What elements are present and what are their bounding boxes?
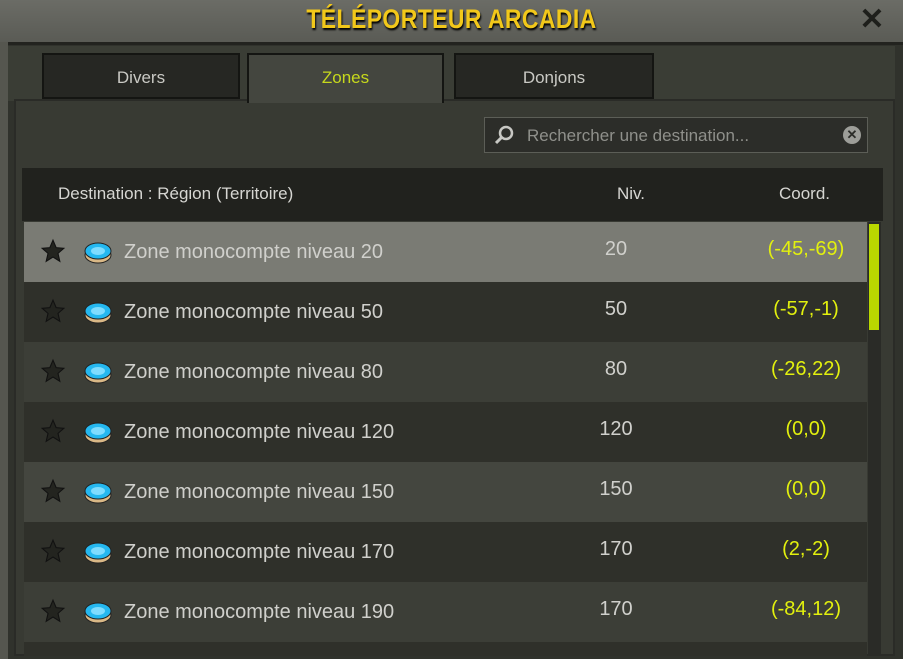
star-icon[interactable] xyxy=(40,298,66,324)
tab-zones[interactable]: Zones xyxy=(247,53,444,103)
search-input[interactable] xyxy=(525,118,839,154)
destination-level: 120 xyxy=(599,418,633,440)
table-row[interactable]: Zone monocompte niveau 150 150 (0,0) xyxy=(24,462,867,522)
title-bar: TÉLÉPORTEUR ARCADIA ✕ xyxy=(0,0,903,42)
table-row[interactable]: Zone monocompte niveau 190 170 (-84,12) xyxy=(24,582,867,642)
tab-donjons[interactable]: Donjons xyxy=(454,53,654,99)
header-coord[interactable]: Coord. xyxy=(779,184,831,203)
tab-divers[interactable]: Divers xyxy=(42,53,240,99)
star-icon[interactable] xyxy=(40,598,66,624)
scrollbar-thumb[interactable] xyxy=(869,224,879,330)
destination-name: Zone monocompte niveau 170 xyxy=(124,541,395,563)
zaap-icon xyxy=(84,422,112,444)
table-row[interactable]: Zone monocompte niveau 170 170 (2,-2) xyxy=(24,522,867,582)
destination-coord: (-84,12) xyxy=(770,598,842,620)
destination-level: 20 xyxy=(604,238,628,260)
destination-name: Zone monocompte niveau 80 xyxy=(124,361,384,383)
clear-icon[interactable]: ✕ xyxy=(843,126,861,144)
destination-level: 170 xyxy=(599,538,633,560)
star-icon[interactable] xyxy=(40,358,66,384)
zaap-icon xyxy=(84,482,112,504)
star-icon[interactable] xyxy=(40,238,66,264)
destination-name: Zone monocompte niveau 50 xyxy=(124,301,384,323)
zaap-icon xyxy=(84,302,112,324)
destination-coord: (0,0) xyxy=(785,418,827,440)
star-icon[interactable] xyxy=(40,538,66,564)
star-icon[interactable] xyxy=(40,418,66,444)
table-row[interactable]: Zone monocompte niveau 120 120 (0,0) xyxy=(24,402,867,462)
search-box: ✕ xyxy=(484,117,868,154)
destination-coord: (-45,-69) xyxy=(767,238,845,260)
destination-coord: (-57,-1) xyxy=(773,298,839,320)
destination-level: 170 xyxy=(599,598,633,620)
table-row[interactable]: Zone monocompte niveau 80 80 (-26,22) xyxy=(24,342,867,402)
table-row[interactable]: Zone monocompte niveau 20 20 (-45,-69) xyxy=(24,222,867,282)
destination-level: 50 xyxy=(604,298,628,320)
destination-name: Zone monocompte niveau 120 xyxy=(124,421,395,443)
star-icon[interactable] xyxy=(40,478,66,504)
destination-coord: (2,-2) xyxy=(782,538,830,560)
zaap-icon xyxy=(84,542,112,564)
zaap-icon xyxy=(84,242,112,264)
search-icon xyxy=(494,125,514,145)
scrollbar[interactable] xyxy=(868,222,881,656)
destination-name: Zone monocompte niveau 190 xyxy=(124,601,395,623)
table-row-partial xyxy=(24,642,867,656)
table-row[interactable]: Zone monocompte niveau 50 50 (-57,-1) xyxy=(24,282,867,342)
table-header: Destination : Région (Territoire) Niv. C… xyxy=(22,168,883,221)
close-icon[interactable]: ✕ xyxy=(859,3,885,36)
zaap-icon xyxy=(84,602,112,624)
destination-level: 150 xyxy=(599,478,633,500)
header-level[interactable]: Niv. xyxy=(617,184,646,203)
destination-name: Zone monocompte niveau 20 xyxy=(124,241,384,263)
window-title: TÉLÉPORTEUR ARCADIA xyxy=(306,4,597,34)
destination-name: Zone monocompte niveau 150 xyxy=(124,481,395,503)
zaap-icon xyxy=(84,362,112,384)
destination-coord: (0,0) xyxy=(785,478,827,500)
destination-coord: (-26,22) xyxy=(770,358,842,380)
header-destination[interactable]: Destination : Région (Territoire) xyxy=(58,184,294,203)
destination-level: 80 xyxy=(604,358,628,380)
